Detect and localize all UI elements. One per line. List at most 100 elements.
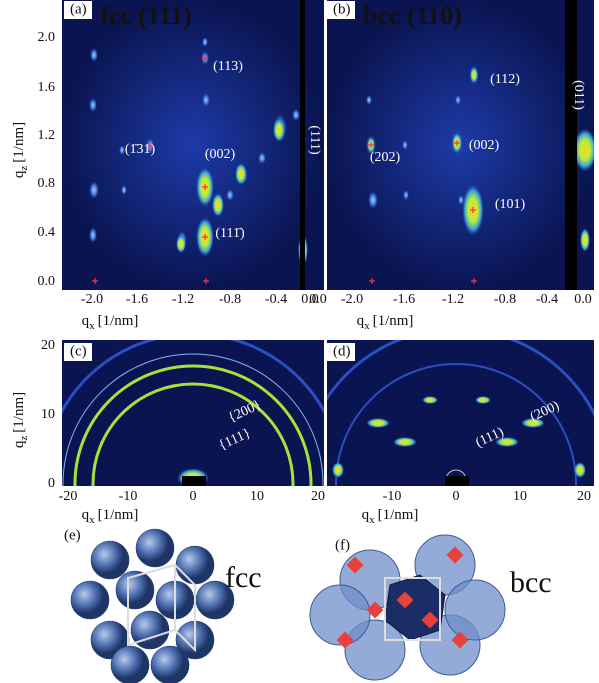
marker (92, 278, 98, 284)
diffraction-spot (89, 181, 99, 199)
peak-label: (113) (213, 59, 243, 74)
strip-label: (011) (571, 80, 586, 110)
panel-label: (b) (333, 1, 351, 17)
diffraction-ring (62, 353, 324, 486)
diffraction-spot (366, 418, 390, 428)
marker (471, 278, 477, 284)
diffraction-ring (91, 382, 295, 486)
axis-symbol: q (82, 313, 90, 329)
axis-label: qx [1/nm] (357, 313, 414, 331)
diffraction-spot (89, 98, 97, 112)
axis-subscript: x (364, 320, 370, 332)
tick-label: 0 (453, 489, 460, 504)
tick-label: 0.0 (574, 292, 592, 307)
diffraction-spot (292, 109, 300, 121)
axis-unit: [1/nm] (98, 313, 139, 329)
atom (115, 570, 155, 610)
axis-subscript: x (369, 514, 375, 526)
strip-gap (565, 0, 577, 290)
axis-unit: [1/nm] (378, 507, 419, 523)
beam-stop (182, 476, 206, 486)
tick-label: 1.6 (38, 80, 56, 95)
tick-label: -1.6 (126, 292, 148, 307)
diffraction-spot (475, 396, 491, 404)
axis-label: qz [1/nm] (11, 122, 29, 178)
diffraction-spot (393, 437, 417, 447)
panel-label: (d) (333, 343, 351, 359)
face (396, 591, 414, 609)
panel-label: (a) (70, 1, 87, 17)
diffraction-spot (573, 128, 594, 172)
tick-label: -10 (383, 489, 402, 504)
diffraction-spot (422, 396, 438, 404)
panel-label: (e) (64, 527, 81, 543)
tick-label: -20 (59, 489, 78, 504)
panel-label-bg (64, 343, 92, 361)
diffraction-ring (335, 363, 577, 486)
panel-a-bg (62, 0, 324, 290)
tick-label: 0.8 (38, 176, 56, 191)
axis-subscript: x (89, 514, 95, 526)
axis-symbol: q (11, 170, 27, 178)
diffraction-spot (366, 95, 372, 105)
diffraction-spot (521, 418, 545, 428)
axis-symbol: q (11, 440, 27, 448)
atom (135, 528, 175, 568)
marker (202, 234, 208, 240)
diffraction-spot (495, 437, 519, 447)
face (366, 601, 384, 619)
diffraction-spot (212, 193, 224, 217)
peak-label: (101) (495, 197, 526, 212)
face (346, 556, 364, 574)
axis-unit: [1/nm] (11, 392, 27, 433)
diffraction-spot (89, 227, 97, 243)
marker (202, 184, 208, 190)
diffraction-spot (258, 152, 266, 164)
tick-label: -0.8 (494, 292, 516, 307)
diffraction-spot (202, 93, 210, 107)
tick-label: 0.0 (301, 292, 319, 307)
caption: bcc (510, 566, 552, 599)
tick-label: 10 (250, 489, 264, 504)
diffraction-spot (226, 189, 234, 201)
tick-label: -2.0 (81, 292, 103, 307)
diffraction-spot (574, 462, 586, 478)
beam-stop (445, 476, 469, 486)
tick-label: 0 (48, 476, 55, 491)
peak-label: (002) (469, 138, 500, 153)
axis-unit: [1/nm] (11, 122, 27, 163)
tick-label: -1.6 (393, 292, 415, 307)
marker (203, 278, 209, 284)
panel-c-bg (62, 340, 324, 486)
axis-subscript: z (18, 166, 30, 171)
tick-label: -0.4 (265, 292, 287, 307)
axis-label: qx [1/nm] (82, 313, 139, 331)
tick-label: 0 (190, 489, 197, 504)
tick-label: 0.0 (309, 292, 327, 307)
tick-label: 0.4 (38, 225, 56, 240)
tick-label: -2.0 (341, 292, 363, 307)
atom (175, 545, 215, 585)
diffraction-spot (121, 185, 127, 195)
strip-label: (111) (307, 125, 322, 155)
diffraction-spot (402, 140, 408, 150)
diffraction-spot (470, 67, 478, 83)
tick-label: -1.2 (172, 292, 194, 307)
panel-title: bcc (110) (363, 1, 462, 30)
marker (202, 55, 208, 61)
axis-subscript: x (89, 320, 95, 332)
atom (444, 579, 506, 641)
tick-label: 10 (41, 407, 55, 422)
diffraction-spot (202, 37, 208, 47)
panel-label-bg (327, 1, 355, 19)
marker (470, 207, 476, 213)
panel-label: (f) (335, 537, 350, 553)
diffraction-spot (273, 118, 285, 142)
diffraction-spot (176, 235, 186, 253)
axis-symbol: q (82, 507, 90, 523)
caption: fcc (225, 561, 262, 594)
diffraction-spot (455, 95, 461, 105)
tick-label: -10 (119, 489, 138, 504)
diffraction-spot (332, 462, 344, 478)
